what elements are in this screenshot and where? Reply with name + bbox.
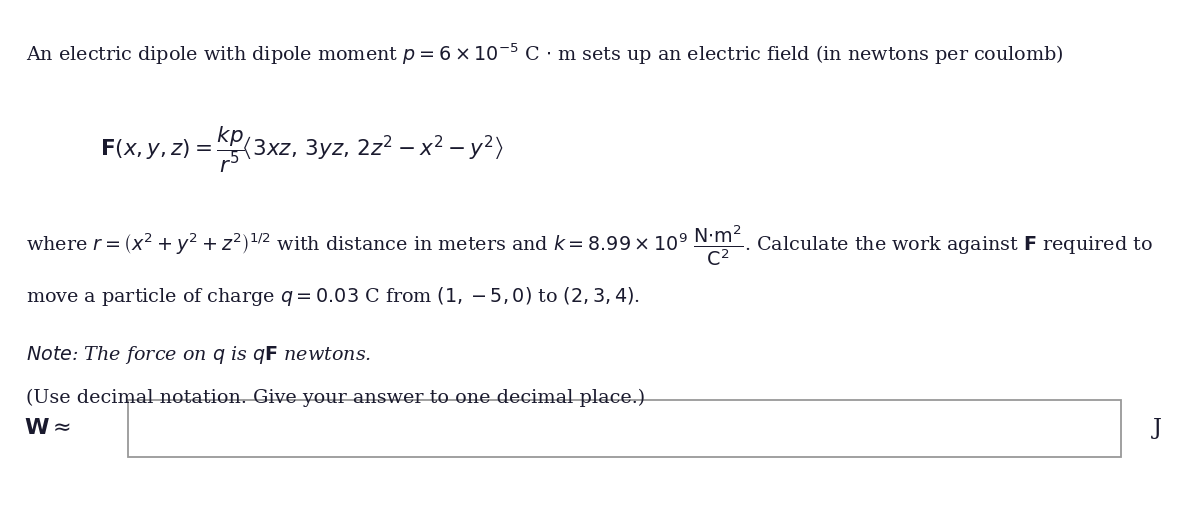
- Text: (Use decimal notation. Give your answer to one decimal place.): (Use decimal notation. Give your answer …: [26, 388, 645, 407]
- Text: An electric dipole with dipole moment $p = 6 \times 10^{-5}$ C $\cdot$ m sets up: An electric dipole with dipole moment $p…: [26, 41, 1064, 67]
- Text: move a particle of charge $q = 0.03$ C from $(1, -5, 0)$ to $(2, 3, 4)$.: move a particle of charge $q = 0.03$ C f…: [26, 285, 641, 308]
- Text: where $r = \left(x^2 + y^2 + z^2\right)^{1/2}$ with distance in meters and $k = : where $r = \left(x^2 + y^2 + z^2\right)^…: [26, 223, 1152, 268]
- Text: $\mathit{Note}$: The force on $q$ is $q\mathbf{F}$ newtons.: $\mathit{Note}$: The force on $q$ is $q\…: [26, 344, 371, 366]
- Text: $\mathbf{W} \approx$: $\mathbf{W} \approx$: [24, 418, 71, 439]
- FancyBboxPatch shape: [128, 400, 1121, 457]
- Text: $\mathbf{F}(x, y, z) = \dfrac{kp}{r^5}\!\left\langle 3xz,\,3yz,\,2z^2 - x^2 - y^: $\mathbf{F}(x, y, z) = \dfrac{kp}{r^5}\!…: [100, 124, 505, 175]
- Text: J: J: [1152, 418, 1162, 439]
